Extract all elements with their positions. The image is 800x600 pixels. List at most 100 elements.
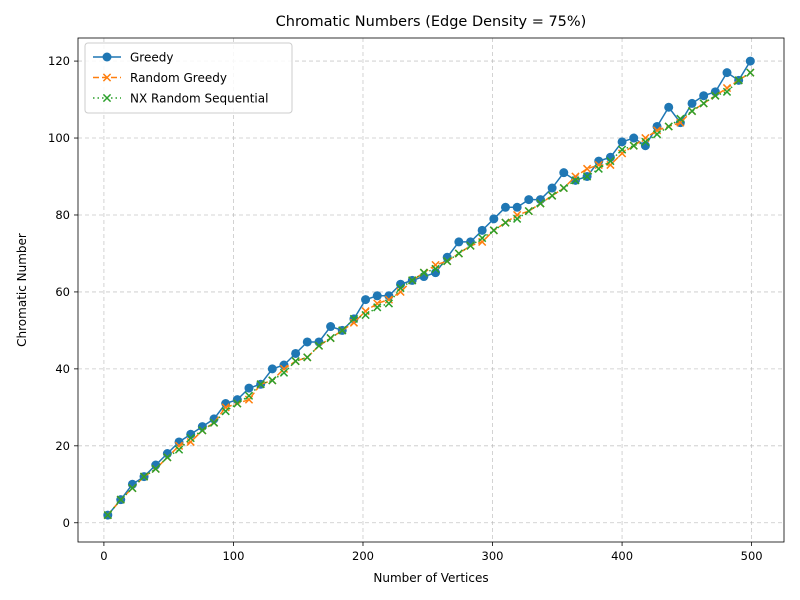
data-point: [745, 56, 755, 66]
data-point: [338, 326, 347, 335]
data-point: [128, 484, 137, 493]
data-point: [384, 299, 394, 308]
legend-marker: [102, 52, 112, 62]
data-point: [139, 472, 149, 481]
legend-item: NX Random Sequential: [93, 92, 268, 106]
data-point: [699, 99, 708, 108]
data-point: [536, 199, 545, 208]
legend: Greedy Random Greedy NX Random Sequential: [84, 42, 293, 114]
data-point: [302, 337, 312, 347]
series-layer: [103, 56, 755, 520]
x-tick-label: 400: [611, 549, 633, 563]
plot-frame: [77, 37, 785, 543]
data-point: [582, 172, 592, 181]
data-point: [676, 114, 685, 123]
data-point: [687, 98, 697, 108]
y-axis-label: Chromatic Number: [15, 233, 29, 347]
data-point: [244, 383, 254, 393]
data-point: [606, 156, 615, 166]
data-point: [512, 202, 522, 212]
data-point: [408, 276, 417, 285]
data-point: [582, 164, 592, 173]
data-point: [326, 333, 335, 343]
x-axis-ticks: 0 100 200 300 400 500: [100, 542, 763, 563]
legend-marker: [102, 93, 112, 103]
y-tick-label: 120: [48, 54, 70, 68]
legend-label: Random Greedy: [130, 71, 227, 85]
data-point: [373, 303, 382, 312]
data-point: [233, 399, 242, 408]
data-point: [489, 226, 498, 235]
data-point: [629, 133, 639, 143]
data-point: [734, 76, 743, 85]
data-point: [198, 426, 207, 435]
data-point: [664, 102, 674, 112]
y-axis-ticks: 0 20 40 60 80 100 120: [48, 54, 78, 530]
data-point: [664, 122, 673, 131]
data-point: [443, 257, 452, 266]
data-point: [419, 268, 429, 277]
x-tick-label: 300: [482, 549, 504, 563]
data-point: [174, 445, 184, 454]
y-tick-label: 60: [55, 285, 70, 299]
data-point: [699, 91, 709, 101]
legend-label: NX Random Sequential: [130, 92, 268, 106]
legend-box: [84, 42, 293, 114]
data-point: [186, 433, 195, 443]
data-point: [641, 137, 650, 147]
data-point: [103, 510, 112, 520]
data-point: [361, 310, 370, 320]
data-point: [267, 364, 277, 374]
data-point: [478, 233, 487, 243]
grid: [78, 38, 784, 542]
data-point: [291, 348, 301, 358]
x-tick-label: 200: [352, 549, 374, 563]
data-point: [256, 380, 265, 389]
data-point: [617, 137, 627, 147]
data-point: [547, 191, 557, 200]
y-tick-label: 20: [55, 439, 70, 453]
data-point: [629, 141, 638, 150]
series-nx-random-sequential: [103, 68, 755, 520]
data-point: [524, 206, 533, 216]
data-point: [454, 237, 464, 247]
data-point: [489, 214, 499, 224]
x-tick-label: 0: [100, 549, 107, 563]
data-point: [326, 322, 336, 332]
data-point: [594, 164, 603, 173]
data-point: [513, 214, 522, 223]
data-point: [151, 464, 160, 474]
data-point: [500, 202, 510, 212]
data-point: [559, 183, 568, 193]
data-point: [652, 130, 662, 139]
data-point: [722, 87, 732, 96]
data-point: [372, 291, 382, 301]
data-point: [524, 195, 534, 205]
data-point: [116, 495, 125, 504]
data-point: [314, 341, 324, 350]
data-point: [501, 218, 510, 227]
data-point: [303, 353, 312, 362]
data-point: [477, 225, 487, 235]
data-point: [454, 249, 463, 258]
data-point: [268, 376, 277, 385]
data-point: [722, 68, 732, 78]
data-point: [571, 176, 580, 185]
data-point: [617, 145, 627, 154]
y-tick-label: 40: [55, 362, 70, 376]
data-point: [361, 295, 371, 305]
x-tick-label: 100: [222, 549, 244, 563]
data-point: [349, 314, 359, 323]
data-point: [466, 241, 475, 250]
data-point: [746, 68, 755, 77]
legend-label: Greedy: [130, 51, 173, 65]
data-point: [221, 407, 230, 416]
x-axis-label: Number of Vertices: [373, 571, 488, 585]
legend-marker: [102, 73, 112, 82]
data-point: [687, 106, 697, 116]
data-point: [244, 391, 254, 400]
data-point: [209, 418, 219, 427]
legend-item: Greedy: [93, 51, 173, 65]
legend-item: Random Greedy: [93, 71, 227, 85]
